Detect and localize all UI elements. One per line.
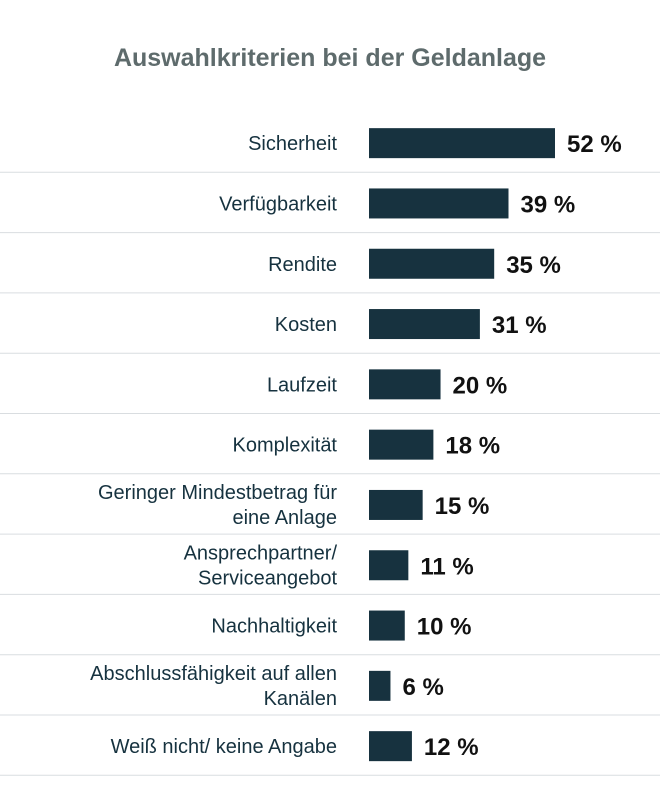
category-label: Kosten xyxy=(275,314,337,336)
category-label: Nachhaltigkeit xyxy=(211,616,337,638)
bar xyxy=(369,489,423,520)
bar xyxy=(369,188,509,219)
value-label: 10 % xyxy=(417,614,472,641)
value-label: 12 % xyxy=(424,734,479,761)
value-label: 11 % xyxy=(420,553,473,580)
category-label: Laufzeit xyxy=(267,374,337,396)
value-label: 18 % xyxy=(445,433,500,460)
category-label: Rendite xyxy=(268,254,337,276)
bar xyxy=(369,369,441,400)
value-label: 39 % xyxy=(521,191,576,218)
category-label: Abschlussfähigkeit auf allen Kanälen xyxy=(90,663,337,710)
bar xyxy=(369,128,555,159)
category-label: Weiß nicht/ keine Angabe xyxy=(111,736,337,758)
value-label: 31 % xyxy=(492,312,547,339)
bar xyxy=(369,670,391,701)
bar xyxy=(369,731,412,762)
bar xyxy=(369,610,405,641)
bar xyxy=(369,309,480,340)
value-label: 20 % xyxy=(453,372,508,399)
bar xyxy=(369,550,409,581)
category-label: Geringer Mindestbetrag für eine Anlage xyxy=(98,482,337,529)
bar xyxy=(369,248,495,279)
bar xyxy=(369,429,434,460)
value-label: 52 % xyxy=(567,131,622,158)
chart-title: Auswahlkriterien bei der Geldanlage xyxy=(113,44,547,72)
value-label: 15 % xyxy=(435,493,490,520)
category-label: Komplexität xyxy=(233,435,338,457)
category-label: Ansprechpartner/Serviceangebot xyxy=(184,542,338,589)
value-label: 6 % xyxy=(402,674,443,701)
chart-rows: 52 % Sicherheit 39 % Verfügbarkeit 35 % Rendi… xyxy=(0,128,660,776)
category-label: Sicherheit xyxy=(248,133,337,155)
category-label: Verfügbarkeit xyxy=(219,193,337,215)
value-label: 35 % xyxy=(506,252,561,279)
